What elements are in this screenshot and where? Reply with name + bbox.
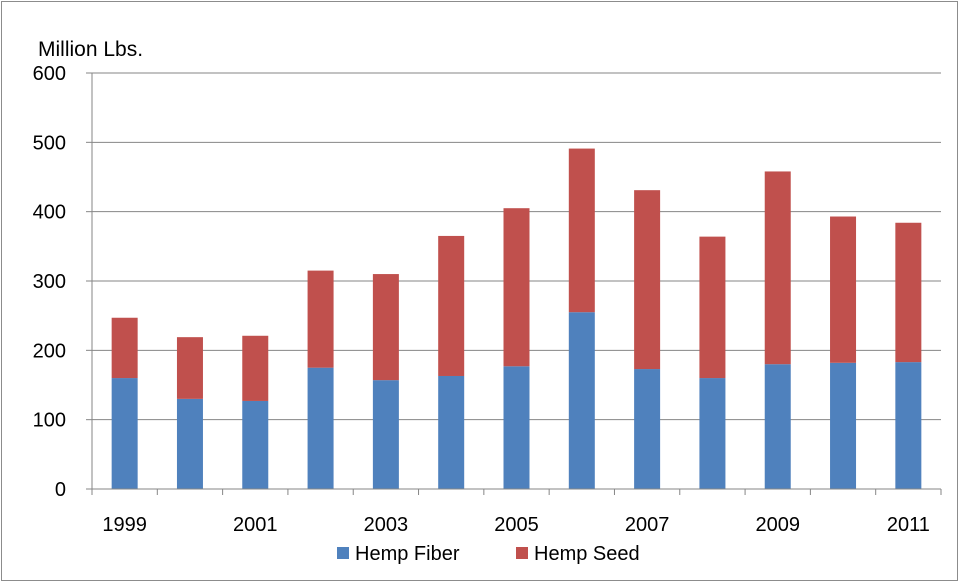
y-tick-label: 0 (55, 479, 66, 501)
bar-hemp-seed-2009 (764, 171, 791, 365)
x-tick-label: 2005 (494, 514, 539, 536)
bar-hemp-seed-2000 (176, 337, 203, 399)
legend: Hemp Fiber Hemp Seed (337, 543, 640, 565)
legend-label-hemp-fiber: Hemp Fiber (355, 543, 460, 565)
y-tick-label: 400 (33, 202, 66, 224)
y-tick-labels: 0 100 200 300 400 500 600 (33, 63, 66, 501)
bar-hemp-fiber-2001 (242, 400, 269, 489)
y-tick-label: 600 (33, 63, 66, 85)
y-tick-label: 300 (33, 271, 66, 293)
bar-hemp-seed-2007 (634, 190, 661, 370)
bar-hemp-seed-2008 (699, 236, 726, 379)
gridlines (92, 72, 941, 421)
x-tick-label: 2011 (887, 514, 930, 536)
y-tick-label: 500 (33, 132, 66, 154)
x-tick-label: 2001 (233, 514, 278, 536)
bar-hemp-seed-2011 (895, 222, 922, 363)
x-tick-label: 2009 (755, 514, 800, 536)
y-tick-label: 100 (33, 410, 66, 432)
bar-hemp-fiber-2011 (895, 362, 922, 489)
axes (86, 72, 942, 495)
bar-hemp-fiber-2003 (372, 380, 399, 489)
bar-hemp-fiber-2010 (830, 362, 857, 489)
bar-hemp-seed-1999 (111, 317, 138, 379)
bar-hemp-fiber-2005 (503, 366, 530, 489)
bar-hemp-seed-2006 (568, 148, 595, 313)
bar-hemp-fiber-2002 (307, 367, 334, 489)
x-tick-label: 1999 (102, 514, 147, 536)
bar-hemp-fiber-2000 (176, 398, 203, 489)
bars (111, 148, 922, 489)
bar-hemp-seed-2002 (307, 270, 334, 368)
legend-swatch-hemp-seed (516, 547, 528, 559)
bar-hemp-fiber-2006 (568, 312, 595, 489)
legend-swatch-hemp-fiber (337, 547, 349, 559)
x-tick-labels: 1999 2001 2003 2005 2007 2009 2011 (102, 514, 929, 536)
y-tick-label: 200 (33, 340, 66, 362)
y-axis-label: Million Lbs. (38, 38, 143, 61)
bar-hemp-seed-2004 (438, 235, 465, 376)
legend-label-hemp-seed: Hemp Seed (534, 543, 640, 565)
bar-hemp-fiber-2009 (764, 364, 791, 489)
bar-hemp-seed-2003 (372, 274, 399, 381)
x-tick-label: 2003 (364, 514, 409, 536)
bar-hemp-seed-2001 (242, 335, 269, 401)
bar-hemp-seed-2010 (830, 216, 857, 363)
bar-hemp-fiber-1999 (111, 378, 138, 489)
x-tick-label: 2007 (625, 514, 670, 536)
bar-hemp-seed-2005 (503, 208, 530, 367)
bar-hemp-fiber-2004 (438, 375, 465, 489)
bar-hemp-fiber-2007 (634, 369, 661, 489)
bar-hemp-fiber-2008 (699, 378, 726, 489)
